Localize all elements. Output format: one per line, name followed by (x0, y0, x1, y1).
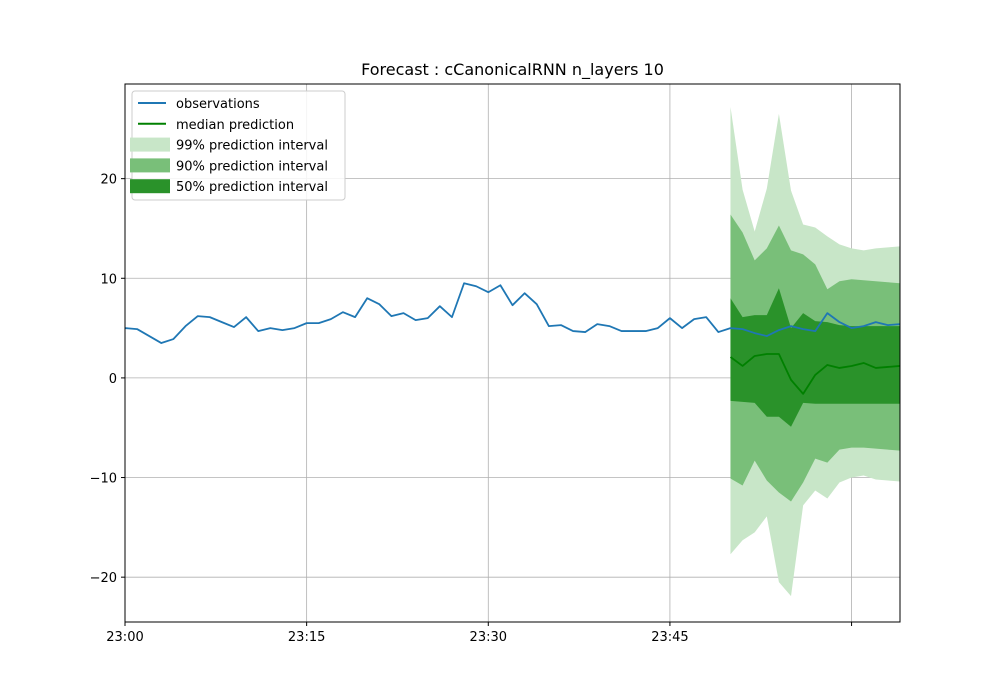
chart-title: Forecast : cCanonicalRNN n_layers 10 (361, 60, 664, 80)
legend-label-pi90: 90% prediction interval (176, 159, 328, 174)
legend-swatch-pi99 (130, 137, 170, 152)
y-tick-label: −20 (90, 571, 117, 586)
x-tick-label: 23:30 (470, 630, 507, 645)
y-tick-label: 10 (100, 272, 117, 287)
y-tick-label: −10 (90, 472, 117, 487)
legend-swatch-pi50 (130, 179, 170, 194)
interval-band-pi50 (730, 288, 900, 427)
y-tick-label: 0 (109, 372, 117, 387)
legend-label-observations: observations (176, 97, 260, 112)
series-lines (124, 282, 901, 395)
x-tick-label: 23:45 (651, 630, 688, 645)
legend-label-pi50: 50% prediction interval (176, 180, 328, 195)
legend-label-median: median prediction (176, 118, 294, 133)
legend-label-pi99: 99% prediction interval (176, 139, 328, 154)
plot-frame (124, 83, 901, 623)
median-prediction-line (729, 353, 901, 395)
legend-swatch-pi90 (130, 158, 170, 173)
x-tick-label: 23:00 (106, 630, 143, 645)
prediction-interval-bands (730, 106, 900, 597)
legend: observations median prediction 99% predict… (130, 90, 346, 201)
x-tick-label: 23:15 (288, 630, 325, 645)
observations-line (124, 282, 901, 344)
axis-ticks: 23:00 23:15 23:30 23:45 −20 −10 0 10 20 (90, 173, 853, 645)
y-tick-label: 20 (100, 173, 117, 188)
